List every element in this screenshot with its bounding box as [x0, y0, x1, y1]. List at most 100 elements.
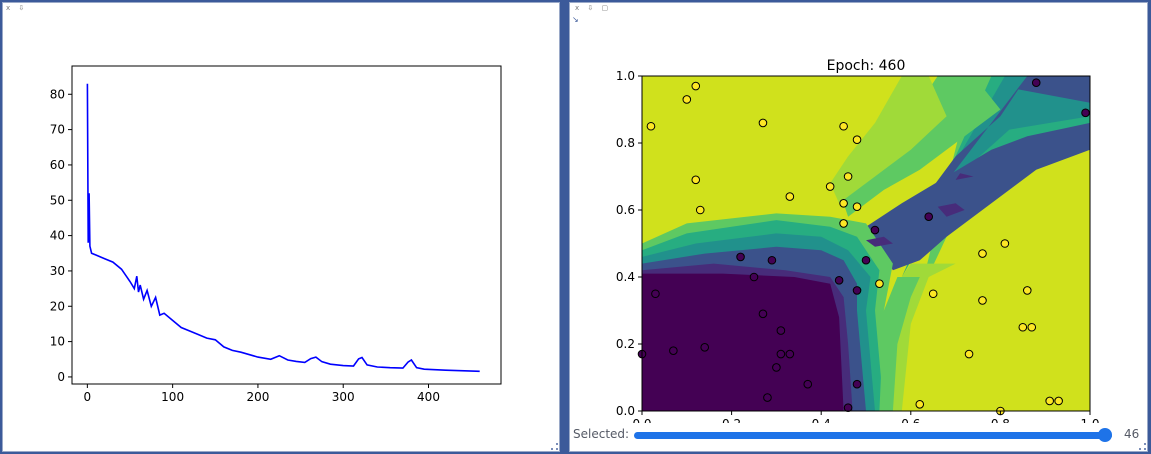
data-point [964, 349, 974, 359]
y-tick-label: 0.6 [616, 203, 635, 217]
data-point [839, 121, 848, 131]
y-tick-label: 80 [50, 87, 65, 101]
x-tick-label: 0.4 [812, 417, 831, 423]
decision-boundary-chart: 0.0 0.2 0.4 0.6 0.8 1.0 0.0 0.2 0.4 0.6 0.8 1.0 Epoc… [616, 58, 1100, 423]
y-tick-label: 30 [50, 264, 65, 278]
y-tick-label: 40 [50, 229, 65, 243]
y-tick-label: 50 [50, 193, 65, 207]
data-point [785, 192, 795, 201]
contour-fill-group [642, 76, 1090, 411]
data-point [691, 81, 701, 91]
data-point [1027, 322, 1037, 332]
loss-plot-panel: x ⇩ 0 100 200 300 400 0 10 20 30 40 50 60 70 80 [2, 2, 560, 452]
data-point [767, 255, 777, 265]
x-tick-label: 0.6 [901, 417, 920, 423]
data-point [749, 272, 759, 282]
data-point [1022, 286, 1032, 295]
contour-band [883, 76, 1090, 264]
loss-series-line [86, 83, 480, 373]
toolbar-arrow-icon[interactable]: ↘ [572, 15, 579, 24]
data-point [839, 219, 848, 228]
x-tick-label: 0.0 [632, 417, 651, 423]
x-tick-label: 0.2 [722, 417, 741, 423]
data-point [852, 202, 862, 211]
panel-controls[interactable]: x ⇩ [6, 4, 28, 12]
y-tick-label: 0 [57, 370, 65, 384]
chart-title: Epoch: 460 [827, 58, 906, 74]
contour-blob [937, 203, 965, 217]
data-point [651, 289, 660, 299]
data-point [915, 400, 925, 409]
data-point [758, 118, 768, 128]
data-point [852, 135, 862, 144]
data-point [1054, 396, 1063, 406]
y-tick-label: 60 [50, 158, 65, 172]
y-tick-label: 0.2 [616, 337, 635, 351]
plot-frame [71, 65, 502, 385]
x-tick-label: 0 [84, 390, 92, 404]
data-point [803, 379, 813, 389]
x-tick-label: 300 [332, 390, 355, 404]
data-point [776, 349, 786, 359]
decision-boundary-panel: x ⇩ ▢ ↘ 0.00.20.40.60.81.00.00.20.40.60.… [569, 2, 1148, 452]
loss-chart: 0 100 200 300 400 0 10 20 30 40 50 60 70 80 [50, 65, 502, 404]
y-tick-label: 20 [50, 299, 65, 313]
data-point [772, 363, 781, 372]
contour-blob [955, 173, 974, 180]
epoch-slider-track[interactable] [634, 432, 1112, 439]
x-tick-label: 400 [417, 390, 440, 404]
data-point [1000, 239, 1010, 248]
x-tick-label: 0.8 [991, 417, 1010, 423]
data-point [682, 95, 692, 104]
data-point [1081, 108, 1090, 118]
data-point [843, 403, 853, 412]
slider-label: Selected: [573, 427, 630, 441]
data-point [695, 205, 705, 215]
data-point [1031, 78, 1041, 87]
data-point [834, 276, 844, 285]
contour-band [839, 76, 1001, 217]
x-tick-label: 1.0 [1080, 417, 1099, 423]
y-tick-label: 0.4 [616, 270, 635, 284]
data-point [646, 121, 656, 131]
data-point [825, 182, 835, 191]
data-point [669, 346, 678, 356]
slider-value: 46 [1124, 427, 1140, 441]
data-point [924, 212, 934, 221]
contour-valley [866, 122, 1090, 271]
data-point [843, 172, 853, 181]
y-tick-label: 10 [50, 335, 65, 349]
contour-band [901, 76, 1090, 277]
y-tick-label: 0.0 [616, 404, 635, 418]
data-point [978, 296, 987, 305]
y-tick-label: 0.8 [616, 136, 635, 150]
data-point [839, 199, 848, 208]
y-tick-label: 70 [50, 123, 65, 137]
data-point [785, 349, 795, 359]
x-tick-label: 200 [246, 390, 269, 404]
epoch-slider-thumb[interactable] [1098, 428, 1112, 442]
epoch-slider-row: Selected: 46 [570, 423, 1147, 447]
data-point [1018, 322, 1028, 332]
data-point [758, 309, 768, 319]
data-point [978, 249, 987, 258]
data-point [691, 175, 701, 185]
contour-band [830, 76, 947, 204]
data-point [852, 286, 862, 295]
data-point [763, 393, 772, 402]
data-point [875, 279, 884, 289]
data-point [861, 255, 871, 265]
x-tick-label: 100 [161, 390, 184, 404]
contour-level-low [642, 273, 844, 411]
contour-band [879, 277, 920, 411]
data-point [776, 326, 786, 335]
data-point [700, 343, 710, 352]
y-tick-label: 1.0 [616, 69, 635, 83]
panel-controls[interactable]: x ⇩ ▢ [575, 4, 612, 12]
data-point [870, 225, 880, 235]
data-point [1045, 396, 1054, 406]
resize-handle-icon[interactable] [551, 443, 558, 450]
resize-handle-icon[interactable] [1139, 443, 1146, 450]
data-point [736, 252, 745, 262]
plot-frame [641, 75, 1091, 412]
